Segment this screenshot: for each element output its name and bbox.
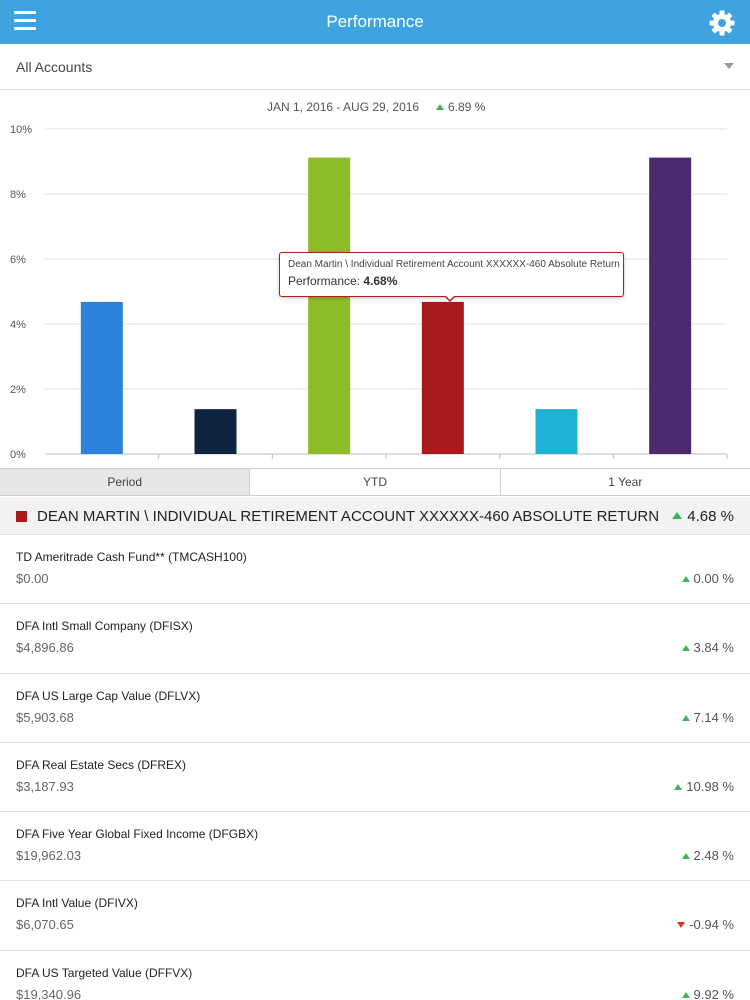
chart-bar[interactable]: [421, 301, 464, 454]
holding-name: DFA Five Year Global Fixed Income (DFGBX…: [16, 827, 259, 842]
arrow-up-icon: [681, 576, 690, 582]
holding-performance: 10.98 %: [674, 779, 734, 794]
segment-1-year[interactable]: 1 Year: [500, 469, 750, 495]
account-dropdown[interactable]: All Accounts: [0, 44, 750, 90]
holding-name: DFA Intl Small Company (DFISX): [16, 619, 193, 634]
holding-performance: 9.92 %: [681, 986, 734, 1000]
holding-name: DFA Intl Value (DFIVX): [16, 896, 138, 911]
holding-value: $0.00: [16, 571, 49, 586]
holding-name: DFA US Targeted Value (DFFVX): [16, 965, 193, 980]
chart-bar[interactable]: [80, 301, 123, 454]
account-name: DEAN MARTIN \ INDIVIDUAL RETIREMENT ACCO…: [37, 508, 660, 525]
holdings-list: TD Ameritrade Cash Fund** (TMCASH100) $0…: [0, 535, 750, 1000]
chart-bar[interactable]: [535, 409, 578, 454]
chart-period-change-value: 6.89 %: [448, 100, 486, 114]
arrow-up-icon: [681, 991, 690, 998]
chart-bar[interactable]: [649, 157, 692, 454]
arrow-up-icon: [681, 853, 690, 860]
holding-row[interactable]: DFA Intl Small Company (DFISX) $4,896.86…: [0, 604, 750, 674]
holding-value: $5,903.68: [16, 709, 74, 725]
chart-date-range: JAN 1, 2016 - AUG 29, 2016: [267, 100, 420, 114]
holding-value: $3,187.93: [16, 778, 74, 794]
arrow-down-icon: [677, 922, 686, 929]
holding-performance-value: -0.94 %: [689, 917, 734, 933]
holding-performance: 7.14 %: [681, 709, 734, 725]
holding-row[interactable]: DFA Intl Value (DFIVX) $6,070.65 -0.94 %: [0, 881, 750, 951]
y-tick-label: 0%: [10, 449, 26, 461]
holding-row[interactable]: TD Ameritrade Cash Fund** (TMCASH100) $0…: [0, 535, 750, 605]
holding-performance-value: 0.00 %: [693, 571, 734, 586]
tooltip-performance: Performance: 4.68%: [288, 274, 615, 288]
tooltip-perf-value: 4.68%: [363, 274, 398, 288]
chart-bar[interactable]: [308, 157, 351, 454]
chevron-down-icon: [724, 63, 734, 69]
holding-row[interactable]: DFA US Targeted Value (DFFVX) $19,340.96…: [0, 951, 750, 1000]
arrow-up-icon: [436, 104, 444, 110]
holding-performance-value: 10.98 %: [686, 778, 734, 794]
y-tick-label: 10%: [10, 124, 32, 136]
tooltip-title: Dean Martin \ Individual Retirement Acco…: [288, 259, 620, 270]
bar-chart: 0% 2% 4% 6% 8% 10%: [10, 124, 728, 461]
holding-performance-value: 2.48 %: [693, 848, 734, 864]
account-dropdown-value: All Accounts: [16, 59, 93, 75]
holding-row[interactable]: DFA US Large Cap Value (DFLVX) $5,903.68…: [0, 674, 750, 743]
holding-value: $19,962.03: [16, 848, 82, 864]
holding-performance: -0.94 %: [677, 917, 734, 932]
holding-performance: 2.48 %: [681, 848, 734, 864]
gear-icon[interactable]: [708, 9, 736, 37]
segment-ytd[interactable]: YTD: [250, 469, 501, 495]
holding-performance-value: 9.92 %: [693, 986, 734, 1000]
holding-row[interactable]: DFA Five Year Global Fixed Income (DFGBX…: [0, 812, 750, 882]
y-tick-label: 8%: [10, 189, 26, 201]
arrow-up-icon: [674, 783, 683, 790]
tooltip-perf-label: Performance:: [288, 274, 361, 288]
hamburger-menu-icon[interactable]: [14, 11, 38, 31]
navbar: Performance: [0, 0, 750, 44]
page-title: Performance: [326, 12, 424, 31]
holding-performance: 3.84 %: [681, 640, 734, 656]
tooltip-pointer-fill: [445, 295, 455, 300]
arrow-up-icon: [681, 714, 690, 721]
holding-name: DFA US Large Cap Value (DFLVX): [16, 688, 201, 703]
chart-tooltip: Dean Martin \ Individual Retirement Acco…: [279, 252, 624, 302]
chart-bar[interactable]: [194, 409, 237, 454]
holding-value: $4,896.86: [16, 640, 74, 656]
chart-period-change: 6.89 %: [436, 100, 485, 114]
account-color-swatch: [16, 511, 27, 522]
y-tick-label: 2%: [10, 384, 26, 396]
period-segmented-control: Period YTD 1 Year: [0, 468, 750, 496]
holding-value: $19,340.96: [16, 986, 82, 1000]
arrow-up-icon: [681, 645, 690, 652]
y-tick-label: 6%: [10, 254, 26, 266]
holding-row[interactable]: DFA Real Estate Secs (DFREX) $3,187.93 1…: [0, 743, 750, 813]
y-tick-label: 4%: [10, 319, 26, 331]
account-performance-value: 4.68 %: [687, 508, 734, 525]
holding-value: $6,070.65: [16, 917, 74, 933]
holding-name: DFA Real Estate Secs (DFREX): [16, 757, 187, 772]
account-performance: 4.68 %: [672, 508, 734, 525]
performance-chart: 0% 2% 4% 6% 8% 10% JAN 1, 2016 - AUG 29, 2016…: [0, 90, 750, 468]
arrow-up-icon: [672, 512, 683, 519]
holding-performance: 0.00 %: [681, 571, 734, 586]
holding-performance-value: 7.14 %: [693, 709, 734, 725]
holding-name: TD Ameritrade Cash Fund** (TMCASH100): [16, 550, 247, 564]
segment-period[interactable]: Period: [0, 469, 251, 495]
holding-performance-value: 3.84 %: [693, 640, 734, 656]
account-header-row[interactable]: DEAN MARTIN \ INDIVIDUAL RETIREMENT ACCO…: [0, 497, 750, 535]
